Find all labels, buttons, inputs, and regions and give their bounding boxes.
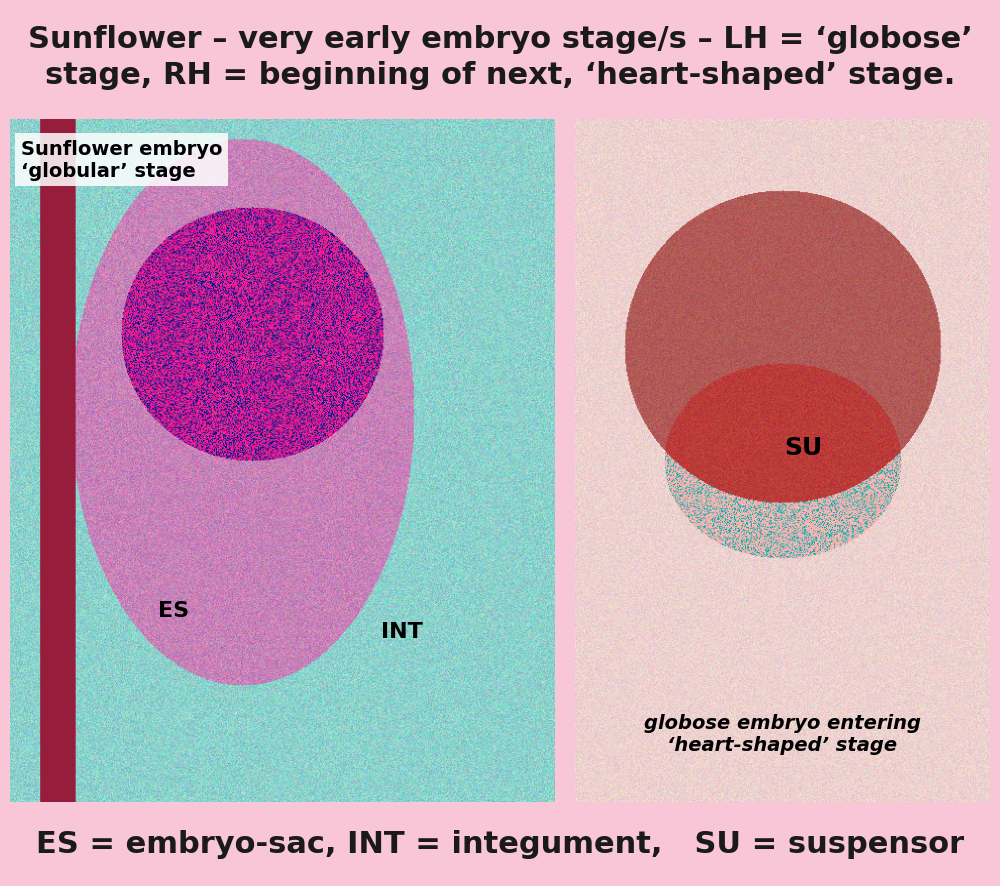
Text: SU: SU bbox=[784, 435, 822, 459]
Text: globose embryo entering
‘heart-shaped’ stage: globose embryo entering ‘heart-shaped’ s… bbox=[644, 713, 921, 754]
Text: ES = embryo-sac, INT = integument,   SU = suspensor: ES = embryo-sac, INT = integument, SU = … bbox=[36, 829, 964, 858]
Text: Sunflower embryo
‘globular’ stage: Sunflower embryo ‘globular’ stage bbox=[21, 140, 222, 181]
Text: ES: ES bbox=[158, 601, 189, 621]
Text: INT: INT bbox=[381, 621, 423, 641]
Text: Sunflower – very early embryo stage/s – LH = ‘globose’
stage, RH = beginning of : Sunflower – very early embryo stage/s – … bbox=[28, 25, 972, 90]
